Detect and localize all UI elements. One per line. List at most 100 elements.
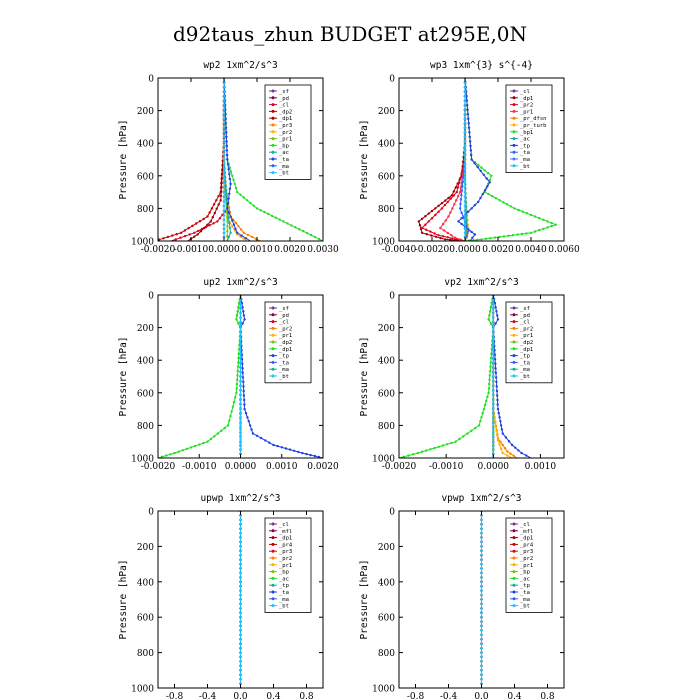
x-tick-label: -0.0010 (174, 245, 209, 255)
series-marker (463, 81, 467, 84)
series-marker (228, 187, 232, 190)
series-marker (463, 167, 467, 170)
series-marker (493, 236, 497, 239)
series-marker (492, 307, 495, 310)
series-marker (239, 531, 242, 535)
series-marker (455, 199, 458, 202)
series-marker (533, 215, 537, 218)
series-marker (222, 176, 226, 180)
series-marker (456, 195, 460, 198)
series-marker (240, 234, 243, 237)
x-tick-label: -0.4 (440, 692, 458, 700)
legend-marker (271, 556, 275, 560)
series-marker (480, 238, 483, 241)
series-marker (492, 417, 495, 420)
series-marker (487, 391, 490, 394)
series-line-dp1 (187, 78, 225, 241)
series-marker (418, 224, 422, 227)
series-marker (507, 440, 511, 443)
series-marker (482, 407, 486, 411)
series-marker (222, 204, 226, 208)
series-marker (223, 426, 226, 430)
series-marker (239, 647, 242, 650)
series-marker (220, 181, 223, 184)
series-marker (429, 448, 432, 451)
series-marker (226, 230, 229, 233)
x-tick-label: 0.0020 (307, 462, 339, 472)
series-marker (463, 223, 467, 226)
series-marker (502, 235, 506, 238)
series-marker (496, 434, 499, 437)
series-marker (517, 449, 520, 452)
series-marker (492, 352, 495, 356)
series-marker (228, 226, 232, 230)
series-marker (480, 673, 483, 676)
x-tick-label: 0.0010 (241, 245, 273, 255)
legend-label: _tp (520, 143, 530, 149)
legend-label: _bp (279, 143, 289, 149)
series-marker (239, 527, 242, 530)
series-marker (443, 203, 447, 207)
series-marker (226, 207, 229, 210)
series-marker (446, 236, 449, 239)
series-marker (222, 113, 226, 116)
y-tick-label: 400 (137, 140, 154, 150)
legend-marker (271, 326, 275, 330)
legend-label: _tp (520, 354, 530, 360)
legend-marker (271, 536, 275, 540)
series-marker (492, 398, 495, 401)
legend-marker (271, 306, 275, 310)
series-marker (495, 310, 498, 313)
legend-label: _pr2 (520, 326, 533, 332)
series-marker (212, 222, 215, 225)
series-marker (231, 174, 234, 177)
series-marker (521, 210, 524, 213)
series-marker (243, 318, 246, 321)
series-marker (425, 228, 428, 231)
series-marker (229, 414, 232, 418)
series-marker (447, 215, 450, 218)
series-marker (550, 224, 553, 228)
series-marker (220, 190, 223, 193)
legend-label: _ta (520, 360, 530, 366)
panel-title: vp2 1xm^2/s^3 (444, 277, 518, 288)
series-marker (234, 396, 237, 399)
legend-label: _ta (279, 157, 289, 163)
series-marker (213, 211, 216, 215)
legend-marker (512, 164, 516, 168)
x-tick-label: 0.0030 (307, 245, 339, 255)
series-marker (225, 198, 228, 201)
legend-label: _pr3 (279, 123, 292, 129)
series-marker (463, 108, 467, 111)
series-marker (430, 209, 434, 213)
series-marker (217, 195, 220, 198)
series-marker (466, 432, 469, 435)
y-axis-label: Pressure [hPa] (359, 559, 370, 639)
x-tick-label: -0.4 (199, 692, 217, 700)
series-marker (317, 237, 321, 241)
series-marker (222, 209, 226, 212)
series-marker (434, 213, 437, 217)
series-marker (498, 235, 501, 239)
series-marker (222, 190, 226, 194)
x-tick-label: 0.0000 (478, 462, 510, 472)
series-marker (239, 616, 242, 619)
series-marker (480, 585, 483, 588)
series-marker (486, 395, 489, 399)
legend-marker (271, 123, 275, 127)
series-marker (461, 160, 465, 163)
series-marker (457, 181, 461, 184)
series-marker (492, 311, 495, 315)
legend-marker (512, 116, 516, 120)
legend-label: _pr1 (520, 109, 533, 115)
series-marker (460, 211, 463, 215)
legend-marker (271, 109, 275, 113)
series-marker (191, 224, 194, 228)
series-marker (219, 199, 222, 202)
chart-panel-4: vp2 1xm^2/s^3 Pressure [hPa] -0.0020 -0.001… (359, 277, 565, 472)
series-marker (511, 234, 515, 237)
series-marker (239, 611, 242, 614)
series-marker (480, 540, 483, 544)
series-marker (480, 536, 483, 539)
